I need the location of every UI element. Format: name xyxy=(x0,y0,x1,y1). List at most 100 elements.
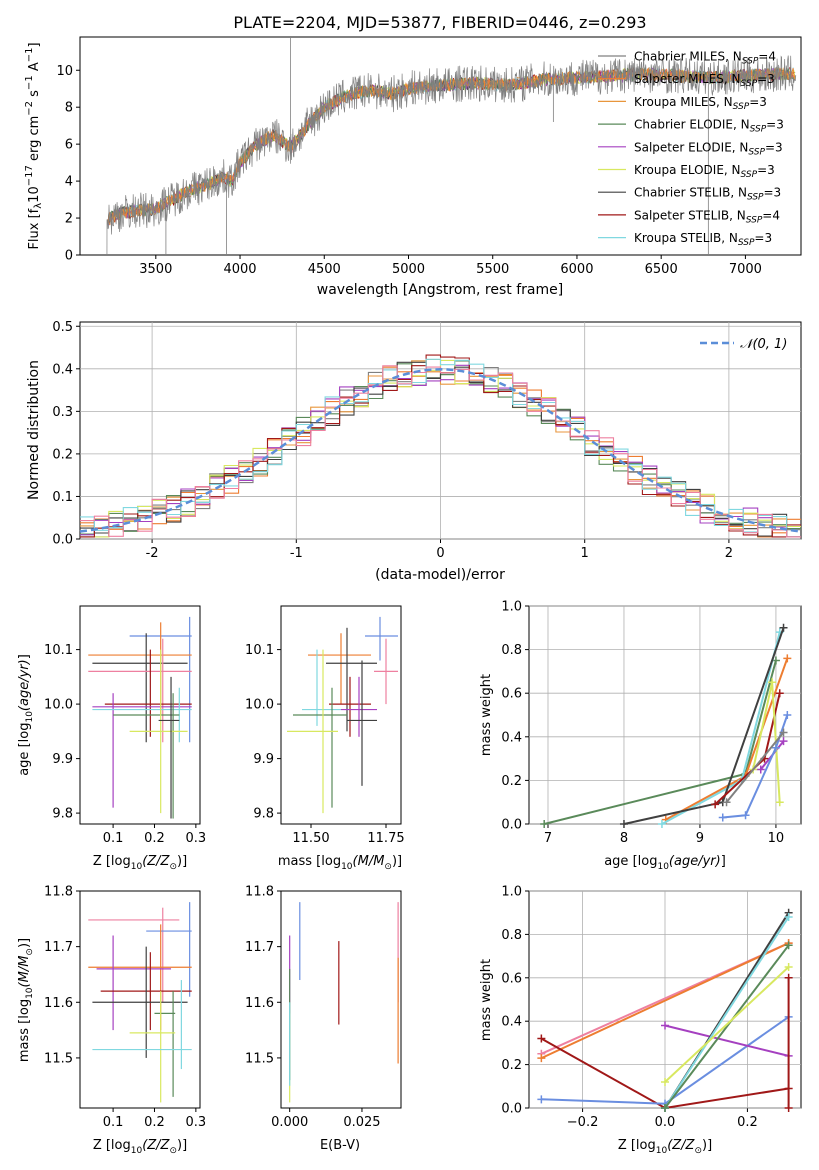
weight-z-xlabel: Z [log10(Z/Z⊙)] xyxy=(618,1138,712,1156)
x-tick-label: 9 xyxy=(696,831,704,846)
y-tick-label: 0.3 xyxy=(52,405,73,420)
y-tick-label: 10.1 xyxy=(44,643,73,658)
weight-vs-age-panel: age [log10(age/yr)] mass weight 7 8 9 10 0.0… xyxy=(479,600,802,872)
x-tick-label: 2 xyxy=(725,546,733,561)
age-mass-frame xyxy=(280,605,402,825)
spectrum-ticks: 3500 4000 4500 5000 5500 6000 6500 7000 0 2 4 6 8 10 xyxy=(56,64,762,277)
weight-marker xyxy=(771,743,780,752)
y-tick-label: 0.1 xyxy=(52,490,73,505)
residual-histogram xyxy=(80,364,801,538)
weight-marker xyxy=(784,973,793,982)
x-tick-label: −0.2 xyxy=(567,1115,599,1130)
age-z-ylabel: age [log10(age/yr)] xyxy=(17,654,35,776)
x-tick-label: 5000 xyxy=(392,262,425,277)
legend-label: Salpeter MILES, NSSP=3 xyxy=(634,72,775,89)
residual-legend: 𝒩(0, 1) xyxy=(700,337,787,352)
weight-marker xyxy=(537,1034,546,1043)
y-tick-label: 0.6 xyxy=(501,687,522,702)
y-tick-label: 0 xyxy=(65,249,73,264)
y-tick-label: 10.1 xyxy=(245,643,274,658)
y-tick-label: 10 xyxy=(56,64,73,79)
legend-label: Kroupa ELODIE, NSSP=3 xyxy=(634,163,775,180)
y-tick-label: 11.6 xyxy=(44,996,73,1011)
weight-line xyxy=(543,660,777,825)
x-tick-label: 7000 xyxy=(729,262,762,277)
legend-label: Chabrier MILES, NSSP=4 xyxy=(634,50,776,67)
x-tick-label: -2 xyxy=(146,546,159,561)
y-tick-label: 1.0 xyxy=(501,885,522,900)
y-tick-label: 4 xyxy=(65,175,73,190)
weight-marker xyxy=(718,813,727,822)
y-tick-label: 0.4 xyxy=(501,1015,522,1030)
weight-marker xyxy=(784,962,793,971)
y-tick-label: 9.9 xyxy=(253,752,274,767)
weight-marker xyxy=(779,623,788,632)
y-tick-label: 0.2 xyxy=(52,447,73,462)
weight-marker xyxy=(775,798,784,807)
weight-marker xyxy=(784,913,793,922)
x-tick-label: -1 xyxy=(290,546,303,561)
weight-marker xyxy=(537,1054,546,1063)
weight-marker xyxy=(741,811,750,820)
weight-marker xyxy=(540,820,549,828)
weight-line xyxy=(722,714,789,819)
x-tick-label: 5500 xyxy=(476,262,509,277)
y-tick-label: 0.5 xyxy=(52,320,73,335)
weight-line xyxy=(664,966,790,1083)
weight-marker xyxy=(619,820,628,828)
age-z-frame xyxy=(79,605,201,825)
y-tick-label: 10.0 xyxy=(245,698,274,713)
mass-z-frame xyxy=(79,890,201,1109)
weight-marker xyxy=(784,1104,793,1112)
y-tick-label: 11.7 xyxy=(245,940,274,955)
weight-marker xyxy=(711,800,720,809)
mass-z-xlabel: Z [log10(Z/Z⊙)] xyxy=(93,1138,187,1156)
legend-label: Kroupa MILES, NSSP=3 xyxy=(634,95,767,112)
y-tick-label: 0.0 xyxy=(501,818,522,833)
observed-spectrum-line xyxy=(106,55,797,256)
x-tick-label: 7 xyxy=(544,831,552,846)
y-tick-label: 10.0 xyxy=(44,698,73,713)
x-tick-label: 0.000 xyxy=(271,1115,308,1130)
residual-xlabel: (data-model)/error xyxy=(375,567,505,583)
weight-z-ylabel: mass weight xyxy=(479,959,494,1041)
weight-marker xyxy=(722,798,731,807)
weight-vs-metallicity-panel: Z [log10(Z/Z⊙)] mass weight −0.2 0.0 0.2 0.… xyxy=(479,885,802,1156)
residual-histograms xyxy=(79,354,802,538)
residual-ylabel: Normed distribution xyxy=(26,360,42,500)
age-mass-xlabel: mass [log10(M/M⊙)] xyxy=(278,854,402,872)
x-tick-label: 6500 xyxy=(645,262,678,277)
legend-label: Salpeter ELODIE, NSSP=3 xyxy=(634,140,783,157)
weight-line xyxy=(540,942,790,1060)
weight-line xyxy=(664,944,790,1109)
x-tick-label: 11.50 xyxy=(292,831,329,846)
weight-age-xlabel: age [log10(age/yr)] xyxy=(604,854,726,872)
spectrum-ylabel: Flux [fλ10−17 erg cm−2 s−1 A−1] xyxy=(24,42,44,249)
y-tick-label: 11.6 xyxy=(245,996,274,1011)
y-tick-label: 0.8 xyxy=(501,643,522,658)
weight-line xyxy=(623,627,785,825)
y-tick-label: 0.8 xyxy=(501,928,522,943)
x-tick-label: 0.0 xyxy=(655,1115,676,1130)
weight-marker xyxy=(779,737,788,746)
y-tick-label: 6 xyxy=(65,138,73,153)
residual-histogram xyxy=(80,358,801,538)
x-tick-label: 0.2 xyxy=(144,831,165,846)
y-tick-label: 0.0 xyxy=(52,533,73,548)
x-tick-label: 3500 xyxy=(139,262,172,277)
weight-marker xyxy=(783,654,792,663)
x-tick-label: 0.3 xyxy=(186,1115,207,1130)
weight-marker xyxy=(783,711,792,719)
y-tick-label: 0.0 xyxy=(501,1102,522,1117)
weight-marker xyxy=(784,941,793,950)
y-tick-label: 1.0 xyxy=(501,600,522,615)
y-tick-label: 2 xyxy=(65,212,73,227)
x-tick-label: 0 xyxy=(436,546,444,561)
y-tick-label: 0.4 xyxy=(501,730,522,745)
y-tick-label: 11.5 xyxy=(44,1051,73,1066)
y-tick-label: 9.9 xyxy=(52,752,73,767)
weight-marker xyxy=(775,689,784,698)
x-tick-label: 0.025 xyxy=(343,1115,380,1130)
y-tick-label: 11.8 xyxy=(245,885,274,900)
weight-marker xyxy=(768,678,777,687)
